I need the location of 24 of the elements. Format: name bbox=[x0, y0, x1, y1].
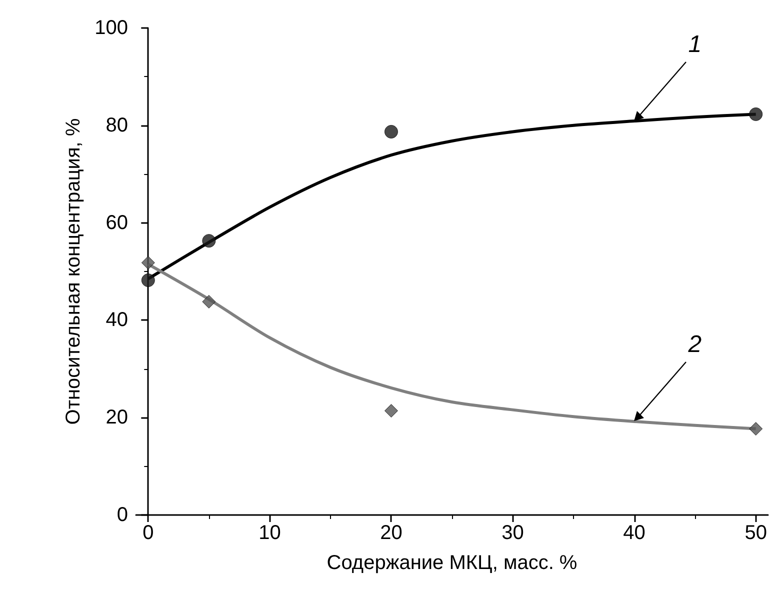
x-tick-label: 20 bbox=[380, 522, 402, 544]
point bbox=[141, 256, 155, 270]
x-tick-label: 30 bbox=[502, 522, 524, 544]
x-tick-label: 40 bbox=[623, 522, 646, 544]
x-tick-label: 0 bbox=[142, 522, 154, 544]
point bbox=[141, 274, 155, 288]
y-tick-label: 100 bbox=[94, 17, 128, 39]
y-tick-label: 40 bbox=[106, 309, 128, 332]
point bbox=[384, 124, 398, 138]
x-axis-title: Содержание МКЦ, масс. % bbox=[326, 552, 578, 574]
y-tick-label: 80 bbox=[106, 114, 128, 136]
annotation: 1 bbox=[688, 31, 702, 60]
y-axis-title: Относительная концентрация, % bbox=[62, 118, 85, 425]
point bbox=[384, 404, 398, 418]
point bbox=[749, 107, 763, 121]
x-tick-label: 50 bbox=[744, 522, 767, 544]
annotation: 2 bbox=[688, 331, 702, 360]
x-tick-label: 10 bbox=[258, 522, 281, 544]
y-tick-label: 0 bbox=[116, 504, 128, 526]
y-tick-label: 60 bbox=[106, 212, 128, 234]
y-tick-label: 20 bbox=[106, 406, 128, 429]
point bbox=[749, 422, 763, 436]
point bbox=[202, 234, 216, 248]
point bbox=[202, 294, 216, 308]
